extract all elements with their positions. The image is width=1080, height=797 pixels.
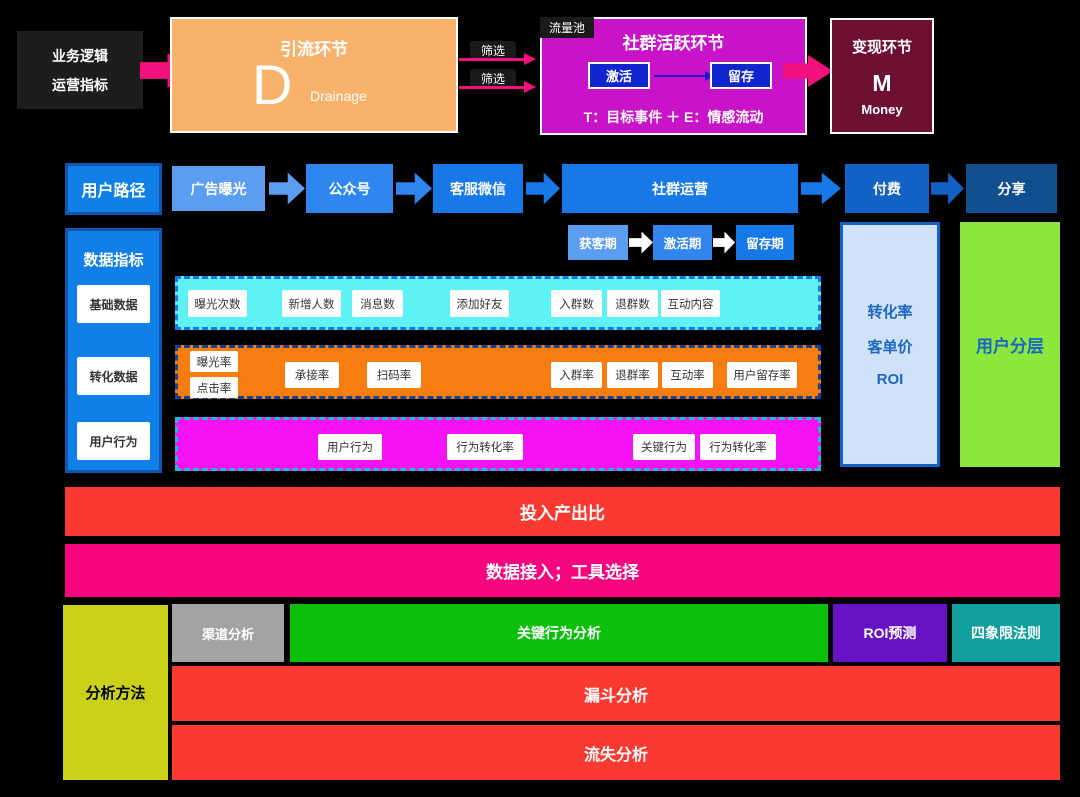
conversion-data-band — [175, 345, 821, 399]
money-stage-box: 变现环节 M Money — [830, 18, 934, 134]
user-segmentation-box: 用户分层 — [960, 222, 1060, 467]
metric-chip: 用户留存率 — [727, 362, 797, 388]
path-step-official-account: 公众号 — [306, 164, 393, 213]
metric-chip: 承接率 — [285, 362, 339, 388]
path-step-pay: 付费 — [845, 164, 929, 213]
community-title: 社群活跃环节 — [622, 34, 725, 53]
money-title: 变现环节 — [851, 39, 912, 56]
outcome-conversion-rate: 转化率 — [867, 304, 913, 321]
retain-step-box: 留存 — [710, 62, 772, 89]
phase-arrow-2 — [713, 231, 735, 254]
metric-category-behavior: 用户行为 — [77, 422, 150, 460]
path-arrow-4 — [801, 172, 841, 205]
metric-chip: 曝光次数 — [188, 290, 247, 317]
funnel-analysis-box: 漏斗分析 — [172, 666, 1060, 721]
outcome-avg-order-value: 客单价 — [867, 339, 913, 356]
metric-chip: 入群率 — [551, 362, 602, 388]
metric-chip: 退群数 — [607, 290, 658, 317]
phase-arrow-1 — [629, 231, 653, 254]
community-stage-box: 流量池 社群活跃环节 激活 留存 T：目标事件 ＋ E：情感流动 — [540, 17, 807, 135]
path-arrow-3 — [526, 172, 560, 205]
data-metrics-label: 数据指标 — [83, 252, 144, 269]
metric-category-basic: 基础数据 — [77, 285, 150, 323]
activate-step-box: 激活 — [588, 62, 650, 89]
user-path-label-box: 用户路径 — [65, 163, 162, 215]
path-step-community-ops: 社群运营 — [562, 164, 798, 213]
money-subtitle: Money — [861, 102, 903, 117]
key-behavior-analysis-box: 关键行为分析 — [290, 604, 828, 662]
outcome-roi: ROI — [876, 371, 904, 388]
churn-analysis-box: 流失分析 — [172, 725, 1060, 780]
metric-chip: 用户行为 — [318, 434, 382, 460]
community-formula: T：目标事件 ＋ E：情感流动 — [583, 109, 764, 125]
metric-chip: 曝光率 — [190, 351, 238, 372]
outcome-metrics-box: 转化率 客单价 ROI — [840, 222, 940, 467]
phase-acquisition: 获客期 — [568, 225, 628, 260]
business-logic-line1: 业务逻辑 — [52, 47, 108, 64]
filter-arrow-1 — [459, 53, 536, 65]
path-step-service-wechat: 客服微信 — [433, 164, 523, 213]
drainage-stage-box: 引流环节 D Drainage — [170, 17, 458, 133]
path-arrow-5 — [931, 172, 964, 205]
path-step-ad-exposure: 广告曝光 — [172, 166, 265, 211]
business-logic-box: 业务逻辑 运营指标 — [17, 31, 143, 109]
drainage-subtitle: Drainage — [310, 88, 367, 104]
metric-category-conversion: 转化数据 — [77, 357, 150, 395]
analysis-methods-label-box: 分析方法 — [63, 605, 168, 780]
phase-retention: 留存期 — [736, 225, 794, 260]
path-arrow-2 — [396, 172, 432, 205]
roi-forecast-box: ROI预测 — [833, 604, 947, 662]
channel-analysis-box: 渠道分析 — [172, 604, 284, 662]
path-step-share: 分享 — [966, 164, 1057, 213]
metric-chip: 新增人数 — [282, 290, 341, 317]
money-letter: M — [872, 70, 892, 96]
traffic-pool-tag: 流量池 — [540, 17, 595, 38]
path-arrow-1 — [269, 172, 305, 205]
data-metrics-sidebar: 数据指标 基础数据 转化数据 用户行为 — [65, 228, 162, 473]
metric-chip: 点击率 — [190, 377, 238, 398]
tools-bar: 数据接入；工具选择 — [65, 544, 1060, 597]
metric-chip: 关键行为 — [633, 434, 695, 460]
metric-chip: 互动内容 — [661, 290, 720, 317]
metric-chip: 退群率 — [607, 362, 658, 388]
metric-chip: 入群数 — [551, 290, 602, 317]
metric-chip: 互动率 — [662, 362, 713, 388]
metric-chip: 扫码率 — [367, 362, 421, 388]
business-logic-line2: 运营指标 — [52, 76, 108, 93]
metric-chip: 行为转化率 — [447, 434, 523, 460]
metric-chip: 添加好友 — [450, 290, 509, 317]
filter-chip-1: 筛选 — [470, 41, 516, 60]
four-quadrant-box: 四象限法则 — [952, 604, 1060, 662]
roi-bar: 投入产出比 — [65, 487, 1060, 536]
drainage-letter: D — [252, 53, 293, 116]
metric-chip: 行为转化率 — [700, 434, 776, 460]
filter-chip-2: 筛选 — [470, 69, 516, 88]
activate-to-retain-arrow — [654, 71, 714, 81]
metric-chip: 消息数 — [352, 290, 403, 317]
filter-arrow-2 — [459, 81, 536, 93]
phase-activation: 激活期 — [653, 225, 712, 260]
drainage-title: 引流环节 — [280, 40, 348, 59]
